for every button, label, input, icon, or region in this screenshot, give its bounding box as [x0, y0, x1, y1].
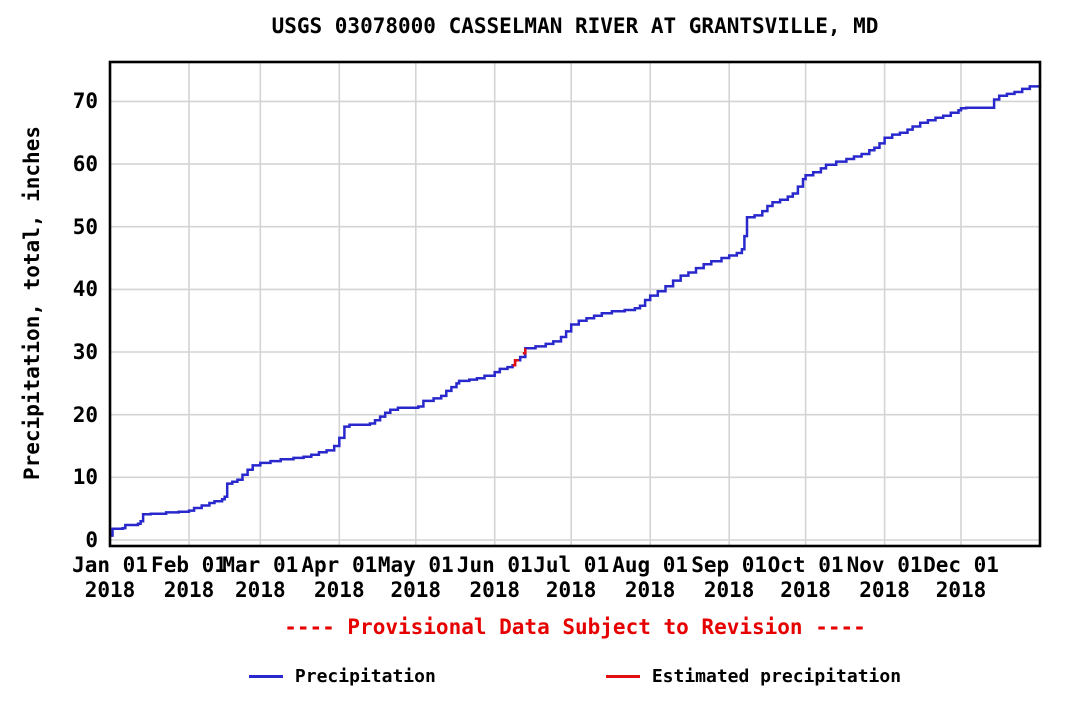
x-tick-label: Nov 01 2018: [846, 553, 923, 602]
x-tick-label: Jun 01 2018: [456, 553, 533, 602]
y-tick-label: 60: [72, 152, 98, 177]
provisional-note: ---- Provisional Data Subject to Revisio…: [284, 615, 866, 639]
x-tick-label: Mar 01 2018: [222, 553, 299, 602]
x-tick-label: Jul 01 2018: [533, 553, 610, 602]
chart-title: USGS 03078000 CASSELMAN RIVER AT GRANTSV…: [271, 14, 879, 38]
estimated-line-swatch-icon: [605, 674, 640, 678]
precipitation-line: [110, 84, 1042, 537]
y-tick-label: 40: [72, 277, 98, 302]
x-tick-label: Jan 01 2018: [72, 553, 148, 602]
legend-label-estimated: Estimated precipitation: [651, 665, 902, 687]
x-tick-label: Dec 01 2018: [923, 553, 999, 602]
y-tick-label: 10: [72, 465, 98, 490]
legend-item-precipitation: Precipitation: [248, 665, 436, 687]
x-tick-label: Feb 01 2018: [151, 553, 227, 602]
y-tick-label: 70: [72, 89, 98, 114]
y-tick-label: 20: [72, 402, 98, 427]
x-tick-label: Aug 01 2018: [612, 553, 689, 602]
y-tick-label: 50: [72, 214, 98, 239]
legend-label-precipitation: Precipitation: [294, 665, 436, 687]
estimated-precipitation-line: [512, 358, 519, 367]
y-tick-label: 30: [72, 340, 98, 365]
x-tick-label: Apr 01 2018: [301, 553, 378, 602]
x-tick-label: Sep 01 2018: [691, 553, 768, 602]
x-tick-label: May 01 2018: [377, 553, 454, 602]
x-tick-label: Oct 01 2018: [767, 553, 844, 602]
legend: Precipitation Estimated precipitation: [110, 662, 1040, 690]
precipitation-line-swatch-icon: [248, 674, 283, 678]
estimated-precipitation-line: [522, 348, 527, 355]
legend-item-estimated: Estimated precipitation: [605, 665, 902, 687]
y-tick-label: 0: [85, 528, 98, 552]
